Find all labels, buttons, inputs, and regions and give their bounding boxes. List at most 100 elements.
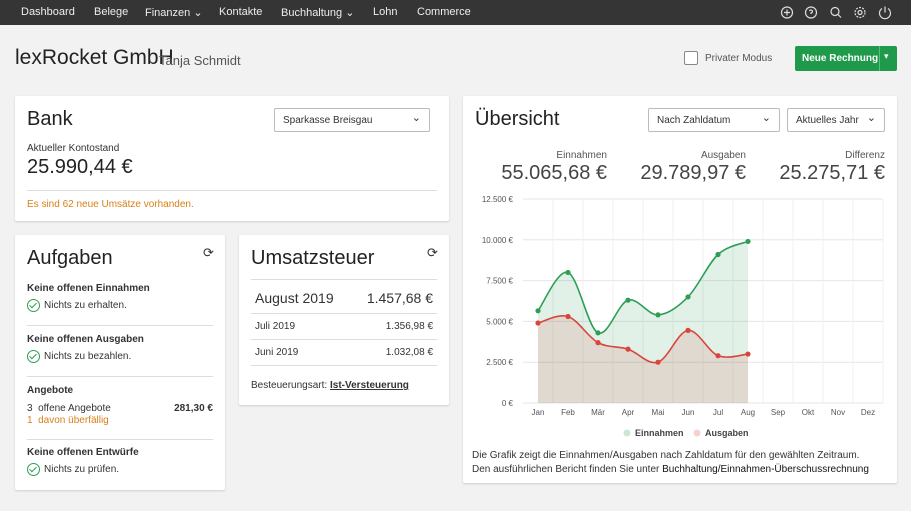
point	[655, 312, 661, 318]
line	[537, 315, 749, 364]
nav-label: Finanzen	[145, 7, 191, 19]
x-tick-label: Mai	[652, 408, 665, 417]
x-tick-label: Jun	[682, 408, 695, 417]
note-text: Die Grafik zeigt die Einnahmen/Ausgaben …	[472, 450, 860, 475]
x-tick-label: Jul	[713, 408, 723, 417]
point	[535, 308, 541, 314]
icon-help[interactable]	[804, 6, 818, 19]
overdue-line[interactable]: 1 davon überfällig	[27, 415, 109, 426]
divider	[27, 439, 213, 440]
icon-search[interactable]	[830, 6, 840, 17]
nav-icons	[780, 6, 892, 20]
task-item: Nichts zu bezahlen.	[27, 350, 131, 363]
top-nav: Dashboard Belege Finanzen ⌄ Kontakte Buc…	[0, 0, 911, 25]
point	[745, 351, 751, 357]
x-tick-label: Aug	[741, 408, 755, 417]
offers-line[interactable]: 3 offene Angebote	[27, 403, 111, 414]
x-tick-label: Jan	[532, 408, 545, 417]
legend-label: Ausgaben	[705, 428, 749, 438]
offers-text: offene Angebote	[38, 403, 111, 414]
card-title: Aufgaben	[27, 247, 113, 269]
y-tick-label: 12.500 €	[482, 195, 514, 204]
private-mode-label: Privater Modus	[705, 53, 773, 64]
chart-note: Die Grafik zeigt die Einnahmen/Ausgaben …	[472, 449, 872, 477]
vat-period: August 2019	[255, 290, 334, 306]
task-item: Nichts zu prüfen.	[27, 463, 119, 476]
vat-amount: 1.032,08 €	[385, 347, 433, 358]
nav-item[interactable]: Lohn	[373, 6, 398, 18]
y-tick-label: 2.500 €	[486, 358, 513, 367]
dropdown-caret[interactable]: ▾	[884, 51, 889, 61]
nav-item[interactable]: Kontakte	[219, 6, 263, 18]
refresh-icon[interactable]: ⟳	[203, 245, 214, 260]
x-tick-label: Apr	[622, 408, 635, 417]
legend-swatch	[623, 429, 631, 437]
task-item: Nichts zu erhalten.	[27, 299, 127, 312]
x-tick-label: Mär	[591, 408, 605, 417]
task-heading: Keine offenen Ausgaben	[27, 334, 144, 345]
point	[655, 359, 661, 365]
point	[565, 269, 571, 276]
icon-settings[interactable]	[854, 6, 866, 19]
x-tick-label: Dez	[861, 408, 875, 417]
point	[625, 346, 631, 352]
nav-item[interactable]: Belege	[94, 6, 129, 18]
divider	[27, 376, 213, 377]
y-tick-label: 7.500 €	[486, 277, 513, 286]
select-value: Nach Zahldatum	[657, 115, 731, 126]
x-tick-label: Feb	[561, 408, 575, 417]
period-select[interactable]: Aktuelles Jahr	[787, 106, 885, 132]
total-label: Differenz	[845, 150, 885, 161]
divider	[27, 190, 437, 191]
nav-item[interactable]: Finanzen ⌄	[145, 7, 203, 19]
basis-label: Besteuerungsart:	[251, 380, 328, 391]
divider	[251, 313, 437, 314]
date-select[interactable]: Nach Zahldatum	[648, 106, 780, 132]
chart: 0 € 2.500 € 5.000 € 7.500 € 10.000 € 12.500 €…	[482, 195, 884, 438]
icon-logout[interactable]	[878, 6, 892, 20]
balance: 25.990,44 €	[27, 156, 133, 178]
vat-amount: 1.457,68 €	[366, 290, 433, 306]
balance-label: Aktueller Kontostand	[27, 143, 120, 154]
basis-link[interactable]: Ist-Versteuerung	[330, 380, 409, 391]
nav-item[interactable]: Commerce	[417, 6, 471, 18]
overdue-count: 1	[27, 415, 33, 426]
tasks-card: Aufgaben ⟳ Keine offenen Einnahmen Nicht…	[15, 235, 225, 490]
task-heading: Angebote	[27, 385, 74, 396]
total-label: Einnahmen	[556, 150, 607, 161]
button-label: Neue Rechnung	[802, 53, 879, 64]
task-heading: Keine offenen Entwürfe	[27, 447, 139, 458]
nav-item[interactable]: Buchhaltung ⌄	[281, 7, 355, 19]
icon-add[interactable]	[780, 6, 794, 19]
account-select[interactable]: Sparkasse Breisgau	[274, 106, 430, 132]
card-title: Umsatzsteuer	[251, 247, 375, 269]
nav-item[interactable]: Dashboard	[21, 6, 75, 18]
refresh-icon[interactable]: ⟳	[427, 245, 438, 260]
x-tick-label: Sep	[771, 408, 786, 417]
total-label: Ausgaben	[700, 150, 746, 161]
divider	[879, 46, 880, 71]
notice[interactable]: Es sind 62 neue Umsätze vorhanden.	[27, 199, 194, 210]
divider	[251, 339, 437, 340]
point	[715, 251, 721, 258]
point	[625, 297, 631, 303]
y-tick-label: 5.000 €	[486, 317, 513, 326]
task-heading: Keine offenen Einnahmen	[27, 283, 150, 294]
offers-amount: 281,30 €	[174, 403, 213, 414]
task-text: Nichts zu prüfen.	[44, 464, 120, 476]
line	[537, 240, 749, 334]
point	[715, 353, 721, 359]
divider	[251, 279, 437, 280]
new-invoice-button[interactable]: Neue Rechnung ▾	[795, 46, 897, 71]
total-value: 25.275,71 €	[779, 162, 885, 184]
point	[595, 330, 601, 336]
task-text: Nichts zu erhalten.	[44, 300, 127, 312]
point	[745, 238, 751, 245]
note-link[interactable]: Buchhaltung/Einnahmen-Überschussrechnung	[662, 464, 869, 475]
checkbox[interactable]	[684, 51, 698, 65]
bank-card: Bank Sparkasse Breisgau Aktueller Kontos…	[15, 96, 449, 221]
offers-count: 3	[27, 403, 33, 414]
card-title: Übersicht	[475, 108, 560, 130]
vat-period: Juli 2019	[255, 321, 296, 332]
point	[595, 340, 601, 346]
